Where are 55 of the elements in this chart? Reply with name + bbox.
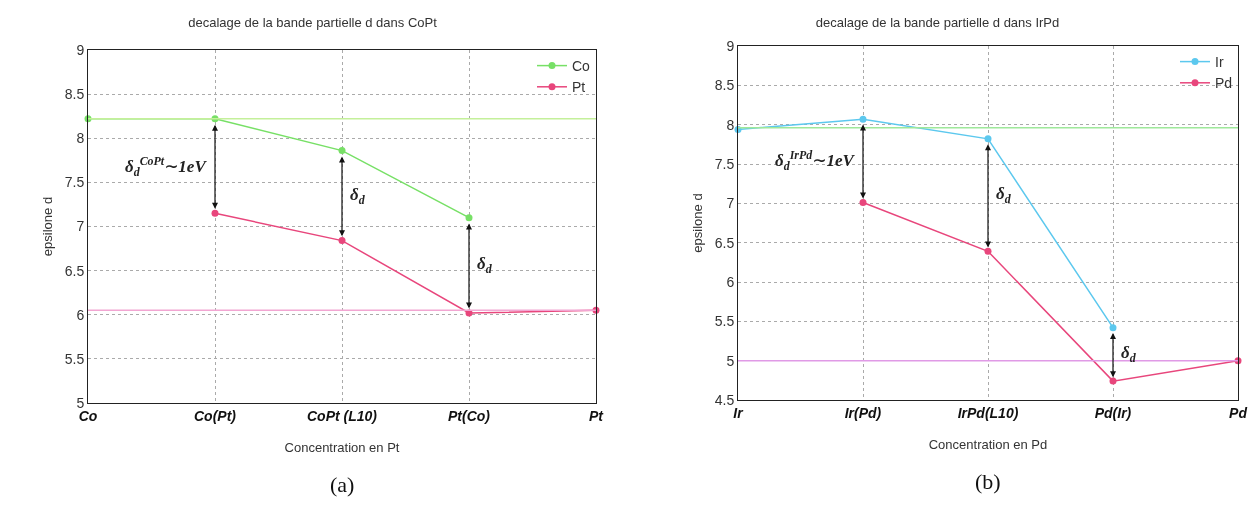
point [465, 214, 473, 222]
y-tick-label: 8 [76, 130, 85, 147]
y-tick-label: 6 [726, 273, 735, 290]
point [859, 199, 867, 207]
x-tick-label: IrPd(L10) [957, 404, 1019, 421]
point [984, 247, 992, 255]
point [984, 135, 992, 143]
x-tick-label: Pt(Co) [448, 407, 491, 424]
annotation: δ$_{d}$ [1121, 343, 1137, 365]
annotation: δ$_{d}$$^{IrPd}$∼1eV [775, 148, 856, 173]
y-tick-label: 7 [726, 195, 735, 212]
y-tick-label: 5.5 [64, 350, 85, 367]
x-tick-label: Pt [589, 407, 605, 424]
x-tick-label: Ir [733, 404, 745, 421]
y-axis-title: epsilone d [40, 196, 55, 257]
x-tick-label: Pd [1229, 404, 1248, 421]
y-tick-label: 6 [76, 306, 85, 323]
chart-title: decalage de la bande partielle d dans CoPt [188, 14, 438, 30]
x-axis-title: Concentration en Pd [928, 437, 1048, 452]
y-tick-label: 8 [726, 116, 735, 133]
x-tick-label: Pd(Ir) [1094, 404, 1132, 421]
point [859, 115, 867, 123]
x-tick-label: Ir(Pd) [844, 404, 882, 421]
y-tick-label: 6.5 [714, 234, 735, 251]
y-tick-label: 7.5 [64, 174, 85, 191]
legend-label: Co [572, 58, 591, 75]
point [338, 237, 346, 245]
legend-label: Pt [572, 79, 586, 96]
y-tick-label: 8.5 [714, 77, 735, 94]
y-tick-label: 6.5 [64, 262, 85, 279]
text: (a) [330, 472, 355, 497]
x-tick-label: Co(Pt) [194, 407, 237, 424]
y-tick-label: 9 [726, 37, 735, 54]
y-axis-title: epsilone d [690, 193, 705, 253]
point [211, 209, 219, 217]
point [338, 147, 346, 155]
y-tick-label: 7 [76, 218, 85, 235]
y-tick-label: 5 [726, 352, 735, 369]
annotation: δ$_{d}$ [477, 254, 493, 276]
text: (b) [975, 469, 1001, 494]
y-tick-label: 8.5 [64, 86, 85, 103]
annotation: δ$_{d}$ [996, 184, 1012, 206]
chart-title: decalage de la bande partielle d dans IrPd [815, 14, 1060, 30]
x-tick-label: CoPt (L10) [307, 407, 378, 424]
legend-label: Pd [1215, 75, 1233, 92]
y-tick-label: 4.5 [714, 391, 735, 408]
y-tick-label: 5.5 [714, 313, 735, 330]
annotation: δ$_{d}$$^{CoPt}$∼1eV [125, 154, 208, 179]
y-tick-label: 9 [76, 41, 85, 58]
legend-label: Ir [1215, 54, 1224, 71]
point [1109, 377, 1117, 385]
y-tick-label: 7.5 [714, 155, 735, 172]
x-axis-title: Concentration en Pt [284, 440, 400, 455]
point [1109, 324, 1117, 332]
annotation: δ$_{d}$ [350, 185, 366, 207]
